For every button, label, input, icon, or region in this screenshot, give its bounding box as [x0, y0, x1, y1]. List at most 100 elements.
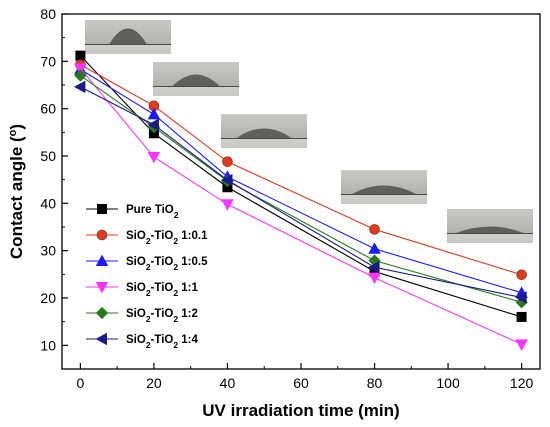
substrate-reflection [447, 233, 533, 243]
y-tick-label: 30 [40, 243, 56, 259]
legend-label: SiO2-TiO2 1:0.1 [126, 230, 208, 246]
x-tick-label: 80 [367, 375, 383, 391]
legend-label-part: SiO [126, 334, 146, 346]
data-point [74, 69, 87, 82]
legend-label-part: Pure TiO [126, 204, 174, 216]
x-tick-label: 60 [293, 375, 309, 391]
series-5 [73, 80, 527, 304]
droplet-shape [455, 226, 525, 234]
legend-label-part: -TiO [151, 282, 174, 294]
legend-label-part: SiO [126, 308, 146, 320]
droplet-shape [351, 185, 417, 195]
legend-marker [95, 332, 107, 346]
data-point [221, 199, 234, 211]
legend-label: SiO2-TiO2 1:0.5 [126, 256, 208, 272]
legend-item-2: SiO2-TiO2 1:0.5 [86, 254, 208, 272]
droplet-photo-0 [85, 20, 171, 54]
legend-label-part: 1:1 [178, 282, 198, 294]
series-0 [75, 50, 527, 322]
substrate-reflection [85, 44, 171, 54]
legend-label: SiO2-TiO2 1:2 [126, 308, 198, 324]
legend-label-part: 2 [173, 340, 178, 350]
x-axis-label: UV irradiation time (min) [202, 401, 399, 420]
data-point [515, 339, 528, 351]
legend-marker [96, 229, 108, 241]
series-layer [73, 50, 528, 351]
droplet-shape [172, 74, 220, 87]
y-tick-label: 60 [40, 101, 56, 117]
legend-label-part: 2 [173, 236, 178, 246]
legend-label-part: 2 [146, 340, 151, 350]
y-axis-label-text: Contact angle ( [7, 136, 26, 259]
y-tick-label: 40 [40, 195, 56, 211]
legend-label-part: 2 [173, 262, 178, 272]
legend-marker [95, 306, 109, 320]
data-point [368, 272, 381, 285]
data-point [515, 291, 527, 304]
legend-label: SiO2-TiO2 1:4 [126, 334, 198, 350]
data-point [516, 269, 527, 281]
droplet-photo-4 [447, 209, 533, 243]
data-point [147, 107, 161, 120]
legend-item-0: Pure TiO2 [86, 203, 179, 220]
legend-item-1: SiO2-TiO2 1:0.1 [86, 229, 208, 246]
legend-label: SiO2-TiO2 1:1 [126, 282, 198, 298]
legend-label-part: -TiO [151, 308, 174, 320]
x-tick-label: 120 [510, 375, 534, 391]
legend-label-part: -TiO [151, 334, 174, 346]
legend-item-3: SiO2-TiO2 1:1 [86, 281, 198, 298]
droplet-photo-3 [341, 170, 427, 204]
data-point [368, 242, 381, 254]
y-axis-label-unit: o [7, 129, 19, 136]
substrate-reflection [221, 138, 307, 148]
legend-label-part: SiO [126, 230, 146, 242]
series-1 [75, 59, 527, 281]
legend-label-part: 2 [146, 262, 151, 272]
droplet-photo-2 [221, 114, 307, 148]
legend-item-4: SiO2-TiO2 1:2 [86, 306, 198, 324]
x-tick-label: 100 [436, 375, 460, 391]
substrate-reflection [341, 194, 427, 204]
legend-marker [97, 203, 108, 214]
series-3 [74, 63, 528, 351]
legend-marker [95, 281, 109, 294]
legend-label-part: 2 [146, 288, 151, 298]
legend-label-part: 1:4 [178, 334, 198, 346]
legend-label-part: 1:2 [178, 308, 198, 320]
y-axis-label-close: ) [7, 124, 26, 130]
data-point [221, 173, 233, 187]
y-axis-label: Contact angle (o) [7, 124, 26, 259]
legend-marker [95, 254, 109, 267]
series-4 [74, 69, 528, 309]
legend-item-5: SiO2-TiO2 1:4 [86, 332, 198, 350]
data-point [73, 80, 86, 94]
axis-ticks: 0 20 40 60 80 100 120 10 20 30 40 50 60 70 80 [40, 6, 533, 391]
data-point [222, 156, 233, 167]
series-line [80, 68, 522, 294]
x-tick-label: 20 [146, 375, 162, 391]
data-point [74, 63, 87, 75]
legend-label-part: 2 [146, 314, 151, 324]
legend-label-part: 2 [174, 210, 179, 220]
legend-label: Pure TiO2 [126, 204, 179, 220]
legend-label-part: -TiO [151, 230, 174, 242]
data-point [516, 311, 527, 322]
legend-label-part: 2 [173, 314, 178, 324]
legend-label-part: 1:0.5 [178, 256, 208, 268]
legend-label-part: -TiO [151, 256, 174, 268]
series-line [79, 55, 522, 318]
legend-label-part: SiO [126, 282, 146, 294]
data-point [75, 50, 86, 61]
data-point [368, 260, 380, 274]
droplet-insets [85, 20, 533, 243]
droplet-shape [109, 28, 147, 45]
substrate-reflection [153, 86, 239, 96]
legend-label-part: SiO [126, 256, 146, 268]
y-tick-label: 80 [40, 6, 56, 22]
x-tick-label: 0 [76, 375, 84, 391]
legend-label-part: 1:0.1 [178, 230, 208, 242]
y-tick-label: 20 [40, 290, 56, 306]
droplet-shape [236, 128, 292, 139]
